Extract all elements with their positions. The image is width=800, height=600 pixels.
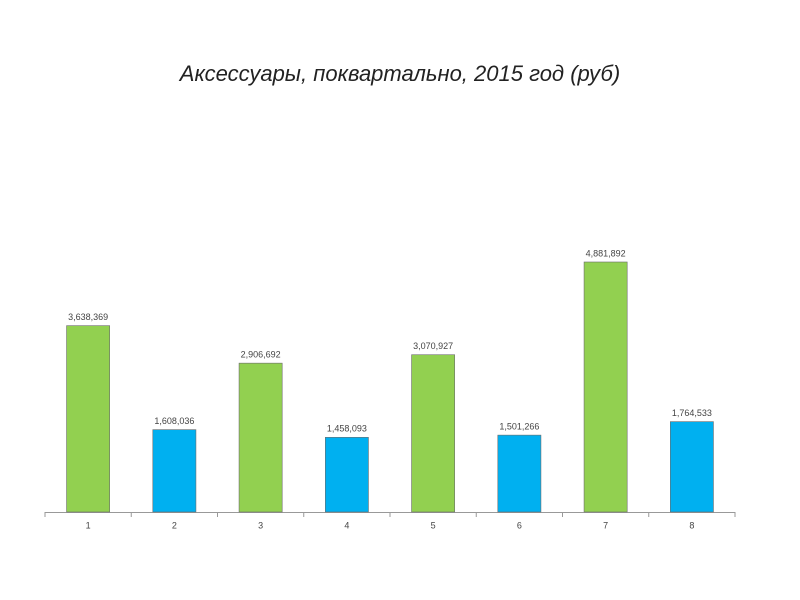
x-tick-label: 1 [86,520,91,530]
bar [670,421,714,513]
x-tick-label: 8 [689,520,694,530]
x-tick-label: 3 [258,520,263,530]
value-label: 3,070,927 [413,341,453,351]
x-tick-label: 2 [172,520,177,530]
value-label: 1,608,036 [154,416,194,426]
value-label: 3,638,369 [68,312,108,322]
x-tick-label: 5 [431,520,436,530]
x-tick-label: 4 [344,520,349,530]
x-tick-label: 6 [517,520,522,530]
bar [411,354,455,513]
value-label: 1,458,093 [327,424,367,434]
bar [152,429,197,513]
x-tick-label: 7 [603,520,608,530]
value-label: 1,764,533 [672,408,712,418]
bar [325,437,369,513]
bar [497,434,542,513]
bar [238,362,283,513]
chart-title: Аксессуары, поквартально, 2015 год (руб) [178,61,620,86]
value-label: 2,906,692 [241,350,281,360]
bar [66,325,110,513]
bar [583,261,628,513]
value-label: 4,881,892 [586,248,626,258]
value-label: 1,501,266 [499,421,539,431]
